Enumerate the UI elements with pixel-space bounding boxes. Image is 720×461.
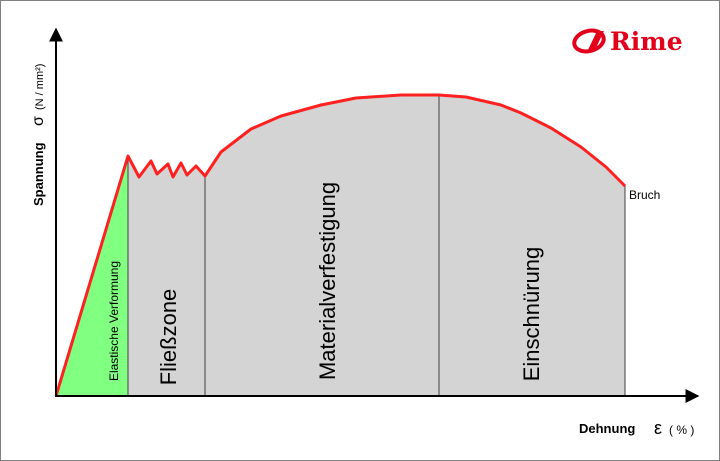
stress-strain-curve <box>54 93 627 397</box>
rime-logo-stroke <box>587 31 604 52</box>
rime-logo: Rime <box>572 27 683 56</box>
label-fracture: Bruch <box>629 188 660 202</box>
y-axis-unit: (N / mm²) <box>34 64 46 110</box>
y-axis-title: Spannung σ (N / mm²) <box>30 64 47 206</box>
y-axis-symbol: σ <box>30 116 47 126</box>
rime-logo-text: Rime <box>610 27 683 56</box>
label-yield: Fließzone <box>156 289 181 386</box>
x-axis-label: Dehnung <box>579 421 635 436</box>
label-hardening: Materialverfestigung <box>315 182 340 380</box>
label-elastic: Elastische Verformung <box>107 261 121 381</box>
y-axis-label: Spannung <box>31 142 46 206</box>
x-axis-symbol: ε <box>654 418 662 438</box>
label-necking: Einschnürung <box>519 247 544 382</box>
x-axis-unit: ( % ) <box>669 423 694 437</box>
